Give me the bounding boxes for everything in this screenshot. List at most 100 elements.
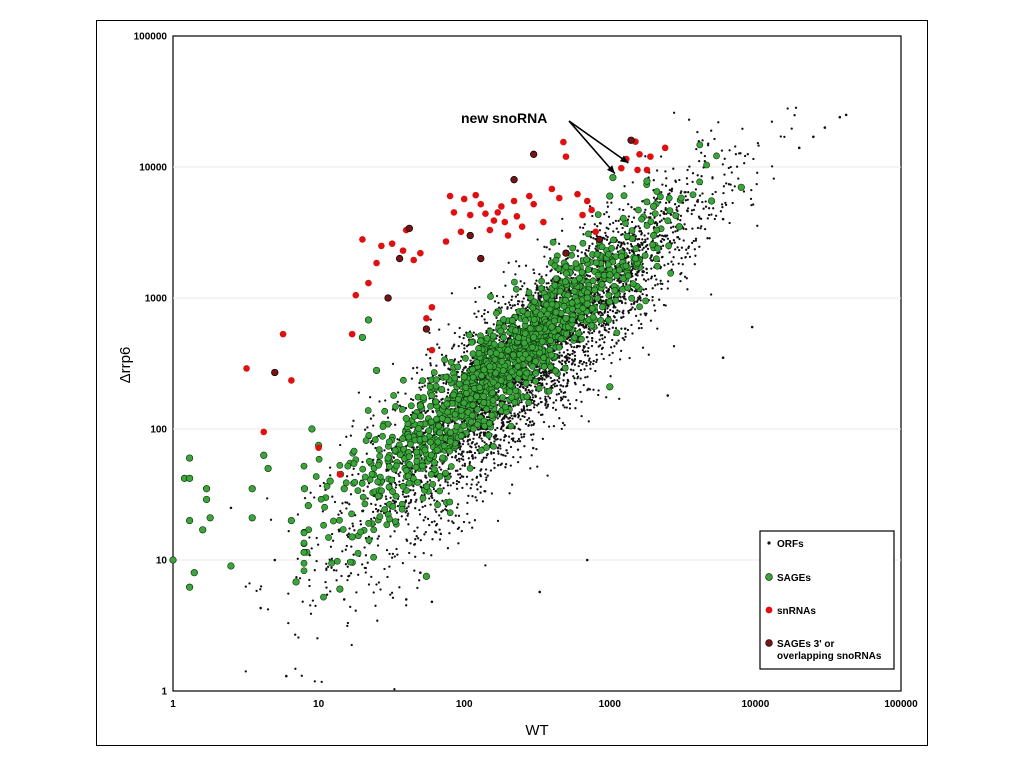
orf-point — [315, 536, 318, 540]
orf-point — [595, 249, 598, 252]
orf-point — [643, 211, 646, 214]
orf-point — [570, 363, 574, 366]
orf-point — [650, 267, 653, 270]
orf-point — [693, 204, 697, 207]
orf-point — [655, 224, 659, 227]
orf-point — [294, 667, 297, 670]
orf-point — [631, 181, 634, 184]
orf-point — [415, 535, 418, 538]
orf-point — [374, 604, 377, 607]
orf-point — [530, 381, 533, 384]
orf-point — [563, 360, 567, 363]
orf-point — [520, 410, 524, 413]
orf-point — [620, 327, 623, 330]
orf-point — [398, 480, 401, 483]
orf-point — [573, 377, 576, 380]
orf-point — [733, 185, 736, 188]
orf-point — [554, 408, 558, 411]
orf-point — [580, 414, 583, 418]
orf-point — [345, 507, 348, 510]
orf-point — [439, 517, 443, 520]
sage-point — [432, 382, 440, 390]
orf-point — [606, 310, 610, 314]
orf-point — [428, 523, 431, 527]
orf-point — [704, 205, 708, 208]
orf-point — [485, 416, 489, 419]
orf-point — [497, 390, 500, 394]
orf-point — [585, 558, 589, 562]
orf-point — [621, 233, 624, 236]
orf-point — [579, 377, 582, 380]
orf-point — [634, 225, 638, 228]
orf-point — [401, 561, 405, 565]
sage-point — [610, 236, 617, 244]
orf-point — [547, 425, 551, 428]
orf-point — [498, 339, 501, 342]
sage-point — [300, 567, 308, 575]
orf-point — [731, 201, 734, 205]
orf-point — [627, 215, 631, 218]
orf-point — [377, 581, 381, 584]
orf-point — [599, 344, 602, 347]
orf-point — [516, 439, 519, 443]
orf-point — [507, 261, 510, 264]
orf-point — [472, 331, 475, 334]
orf-point — [298, 577, 302, 580]
orf-point — [671, 263, 675, 266]
orf-point — [446, 484, 450, 487]
orf-point — [691, 180, 694, 184]
orf-point — [587, 346, 590, 350]
orf-point — [522, 405, 525, 408]
orf-point — [507, 441, 511, 444]
orf-point — [310, 547, 313, 550]
orf-point — [450, 455, 454, 459]
orf-point — [374, 507, 378, 511]
orf-point — [337, 513, 340, 516]
sage-point — [552, 275, 560, 282]
orf-point — [588, 363, 592, 366]
orf-point — [578, 359, 582, 363]
orf-point — [638, 245, 642, 249]
orf-point — [313, 569, 316, 572]
orf-point — [472, 432, 476, 435]
orf-point — [331, 495, 334, 498]
orf-point — [572, 369, 575, 372]
orf-point — [642, 270, 645, 274]
orf-point — [669, 226, 673, 229]
sage-point — [468, 339, 476, 346]
sage-point — [635, 206, 642, 214]
orf-point — [391, 596, 395, 599]
sage-point — [398, 505, 406, 513]
orf-point — [468, 438, 472, 441]
orf-point — [453, 331, 457, 335]
orf-point — [639, 299, 642, 302]
orf-point — [703, 154, 707, 158]
orf-point — [612, 319, 615, 323]
orf-point — [601, 324, 605, 327]
orf-point — [458, 440, 461, 444]
orf-point — [462, 458, 465, 461]
orf-point — [610, 201, 613, 204]
orf-point — [371, 510, 375, 514]
orf-point — [458, 326, 461, 330]
orf-point — [425, 353, 428, 356]
orf-point — [376, 544, 380, 547]
orf-point — [730, 171, 733, 174]
orf-point — [341, 550, 344, 553]
orf-point — [662, 234, 666, 238]
orf-point — [398, 404, 402, 407]
orf-point — [720, 149, 724, 152]
orf-point — [357, 391, 361, 394]
orf-point — [413, 569, 416, 572]
orf-point — [333, 500, 337, 504]
orf-point — [553, 382, 557, 385]
orf-point — [363, 546, 366, 549]
orf-point — [772, 177, 775, 180]
orf-point — [686, 168, 689, 172]
orf-point — [686, 207, 690, 210]
orf-point — [547, 370, 551, 373]
sage-point — [466, 465, 474, 472]
orf-point — [594, 369, 597, 373]
sage-point — [485, 431, 493, 439]
orf-point — [524, 422, 528, 426]
